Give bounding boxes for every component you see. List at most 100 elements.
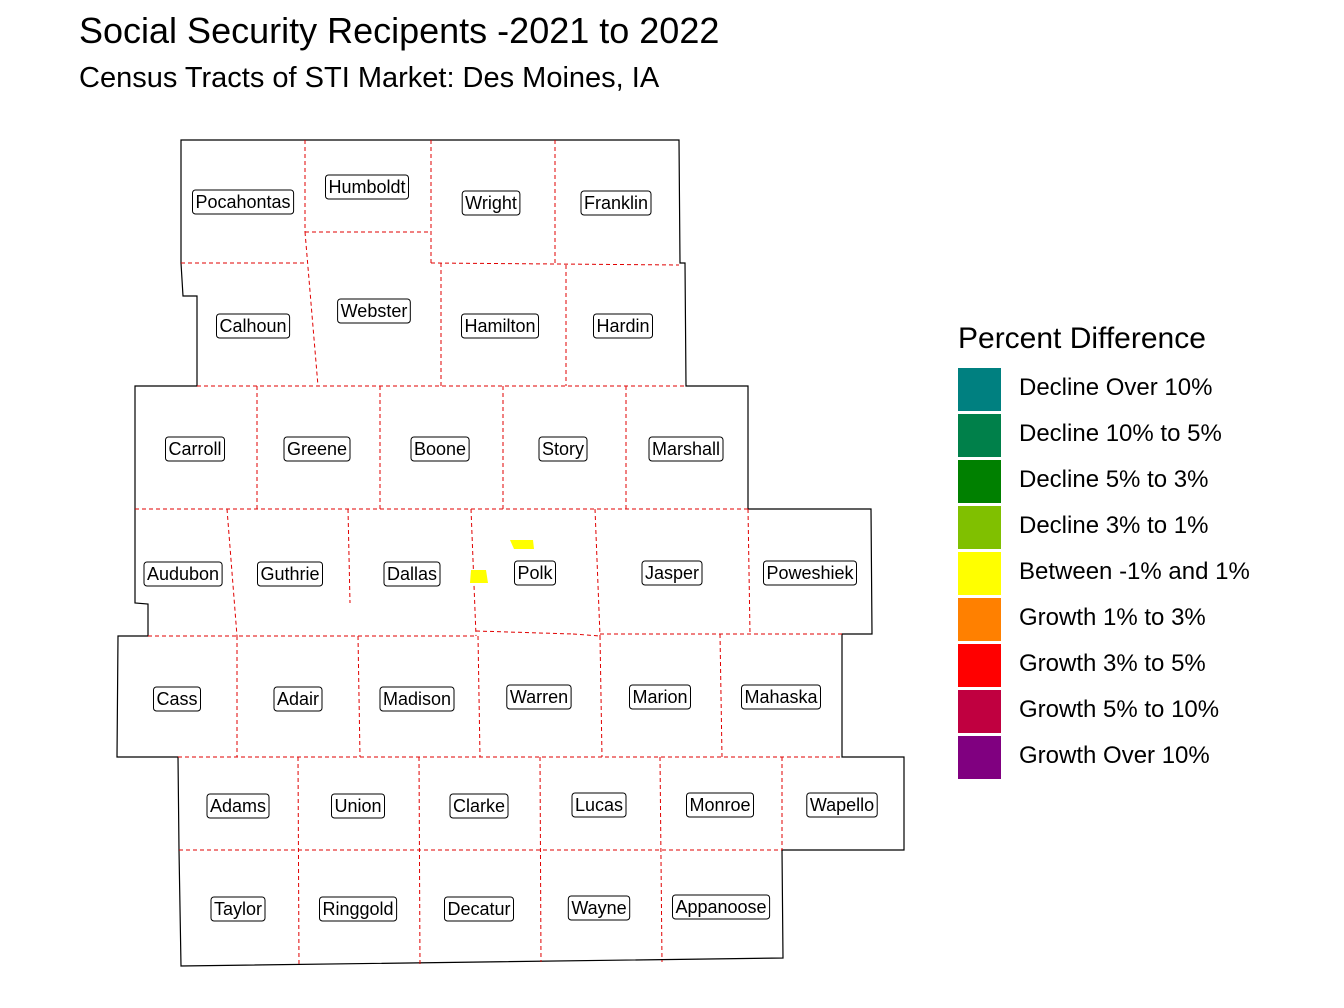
county-border [572,633,601,637]
county-border [659,756,663,963]
county-label-box [444,896,514,922]
county-name: Marion [632,687,687,707]
county-border [357,635,361,758]
county-label-monroe: Monroe [686,792,754,818]
county-border [594,508,601,637]
legend-label: Decline 5% to 3% [1019,466,1209,493]
county-name: Carroll [168,439,221,459]
legend-item: Decline 3% to 1% [958,506,1208,552]
county-name: Humboldt [328,177,405,197]
county-label-box [210,896,266,922]
county-border [418,756,421,967]
county-label-marshall: Marshall [648,436,724,462]
county-border [719,633,723,758]
county-label-audubon: Audubon [143,561,223,587]
county-borders [135,140,842,967]
county-name: Mahaska [744,687,818,707]
county-name: Monroe [689,795,750,815]
legend-label: Growth 3% to 5% [1019,650,1206,677]
county-name: Adams [210,796,266,816]
county-name: Union [334,796,381,816]
county-label-boone: Boone [410,436,470,462]
legend-item: Growth 5% to 10% [958,690,1219,736]
county-label-box [672,894,771,920]
county-label-greene: Greene [283,436,351,462]
county-label-dallas: Dallas [383,561,441,587]
county-name: Decatur [447,899,510,919]
county-border [539,756,542,963]
legend-swatch [958,368,1001,411]
county-border [747,508,751,635]
map-subtitle: Census Tracts of STI Market: Des Moines,… [79,62,660,94]
county-label-story: Story [538,436,588,462]
legend-swatch [958,690,1001,733]
legend-label: Growth Over 10% [1019,742,1210,769]
county-label-box [143,561,223,587]
county-name: Madison [383,689,451,709]
county-name: Warren [510,687,568,707]
county-name: Franklin [584,193,648,213]
county-label-calhoun: Calhoun [216,313,291,339]
county-label-adams: Adams [206,793,270,819]
county-label-box [571,792,627,818]
county-name: Wayne [571,898,626,918]
county-label-box [648,436,724,462]
county-label-box [641,560,703,586]
county-label-humboldt: Humboldt [325,174,409,200]
legend-label: Between -1% and 1% [1019,558,1250,585]
county-name: Story [542,439,584,459]
county-label-box [567,895,631,921]
legend-items: Decline Over 10% Decline 10% to 5% Decline… [958,368,1250,782]
county-name: Appanoose [675,897,766,917]
highlighted-tracts [470,540,534,583]
county-name: Cass [156,689,197,709]
county-name: Lucas [575,795,623,815]
legend-swatch [958,506,1001,549]
county-label-wayne: Wayne [567,895,631,921]
legend-item: Growth 3% to 5% [958,644,1206,690]
county-name: Taylor [214,899,262,919]
county-label-appanoose: Appanoose [672,894,771,920]
county-name: Guthrie [260,564,319,584]
county-name: Audubon [147,564,219,584]
county-name: Greene [287,439,347,459]
county-border [599,635,603,758]
county-label-box [461,190,521,216]
county-label-madison: Madison [379,686,455,712]
county-label-box [206,793,270,819]
county-label-poweshiek: Poweshiek [763,560,857,586]
county-label-box [337,298,411,324]
county-name: Boone [414,439,466,459]
county-label-box [538,436,588,462]
legend-label: Growth 5% to 10% [1019,696,1220,723]
county-name: Clarke [453,796,505,816]
county-label-warren: Warren [506,684,572,710]
county-name: Calhoun [219,316,286,336]
county-label-box [806,792,878,818]
county-label-box [741,684,821,710]
county-label-box [379,686,455,712]
county-name: Wright [465,193,517,213]
county-label-box [593,313,653,339]
county-border [430,262,680,266]
county-label-adair: Adair [273,686,323,712]
county-border [475,630,574,635]
county-label-box [629,684,691,710]
legend-title: Percent Difference [958,322,1206,355]
county-label-lucas: Lucas [571,792,627,818]
map-title: Social Security Recipents -2021 to 2022 [79,10,720,51]
county-label-box [216,313,291,339]
legend-item: Decline Over 10% [958,368,1212,414]
legend-item: Growth 1% to 3% [958,598,1206,644]
county-label-box [325,174,409,200]
county-label-box [273,686,323,712]
county-border [304,231,319,387]
county-label-box [192,189,295,215]
region-outline [116,139,905,967]
county-name: Hamilton [464,316,535,336]
county-label-webster: Webster [337,298,411,324]
county-map: Pocahontas Humboldt Wright Franklin Calhoun W… [116,139,905,967]
county-label-mahaska: Mahaska [741,684,821,710]
legend-swatch [958,736,1001,779]
legend-swatch [958,552,1001,595]
